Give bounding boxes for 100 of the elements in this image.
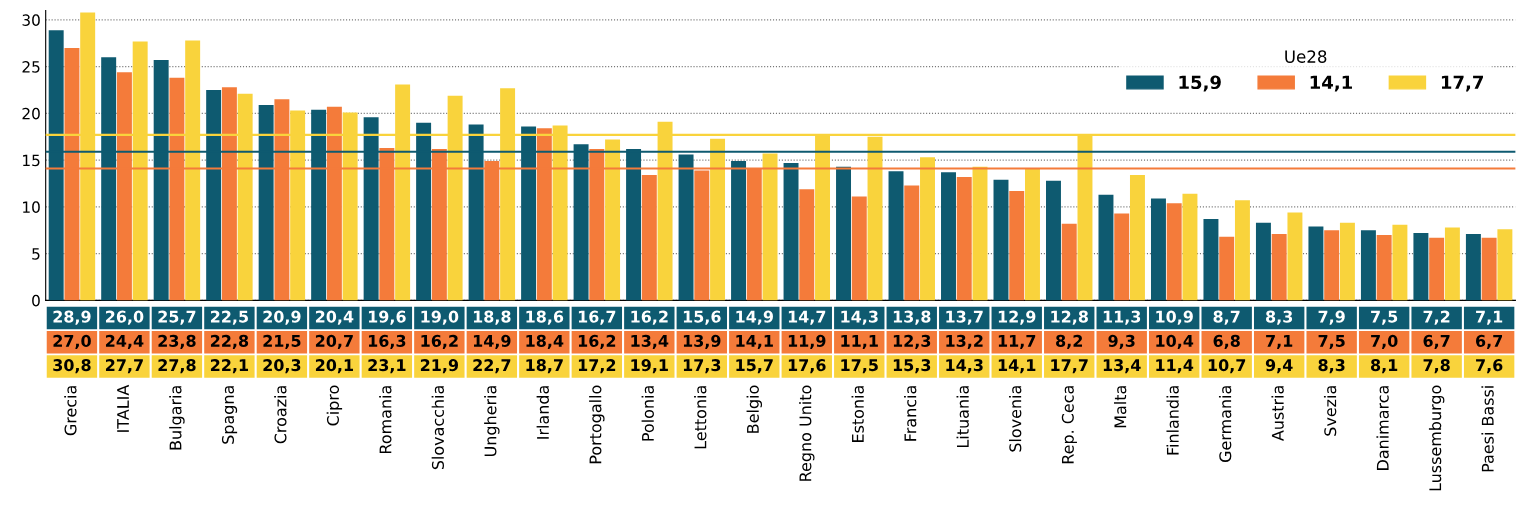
x-tick-label: Finlandia bbox=[1166, 386, 1179, 455]
data-label: 16,3 bbox=[368, 334, 406, 349]
data-label: 16,2 bbox=[421, 334, 458, 349]
x-tick-label: Svezia bbox=[1323, 386, 1337, 436]
bar bbox=[904, 185, 920, 301]
data-label: 30,8 bbox=[53, 359, 91, 374]
x-tick-label: Croazia bbox=[274, 386, 287, 444]
data-label: 13,2 bbox=[946, 334, 983, 349]
data-label: 24,4 bbox=[105, 334, 144, 349]
bar bbox=[1025, 168, 1040, 301]
data-label: 14,1 bbox=[998, 359, 1036, 374]
bar bbox=[1324, 230, 1340, 301]
data-label: 6,7 bbox=[1423, 334, 1450, 349]
data-label: 14,7 bbox=[788, 310, 826, 325]
y-tick-label: 15 bbox=[23, 154, 40, 167]
data-label: 22,1 bbox=[210, 359, 249, 374]
bar bbox=[1046, 180, 1061, 301]
bar bbox=[956, 176, 972, 301]
data-label: 18,6 bbox=[526, 310, 564, 325]
data-label: 8,7 bbox=[1213, 310, 1240, 325]
data-label: 11,3 bbox=[1103, 310, 1141, 325]
bar bbox=[678, 154, 694, 301]
x-tick-label: Regno Unito bbox=[799, 385, 815, 481]
data-label: 10,4 bbox=[1156, 334, 1194, 349]
bar bbox=[1465, 234, 1481, 301]
data-label: 19,0 bbox=[421, 310, 459, 325]
legend-label: 17,7 bbox=[1441, 75, 1483, 92]
bar bbox=[1061, 223, 1077, 301]
legend-label: 15,9 bbox=[1179, 75, 1221, 92]
data-label: 17,6 bbox=[788, 359, 826, 374]
data-label: 14,9 bbox=[473, 334, 511, 349]
data-label: 13,7 bbox=[946, 310, 983, 325]
data-label: 18,8 bbox=[473, 310, 511, 325]
data-label: 25,7 bbox=[158, 310, 196, 325]
data-label: 13,9 bbox=[683, 334, 721, 349]
x-tick-label: Lussemburgo bbox=[1428, 385, 1445, 491]
data-label: 18,4 bbox=[526, 334, 564, 349]
x-tick-label: Francia bbox=[904, 386, 917, 441]
data-label: 19,6 bbox=[368, 310, 406, 325]
bar bbox=[1360, 230, 1376, 301]
data-label: 20,7 bbox=[315, 334, 353, 349]
data-label: 17,7 bbox=[1051, 359, 1088, 374]
x-tick-label: Belgio bbox=[746, 385, 763, 433]
data-label: 20,3 bbox=[263, 359, 301, 374]
data-label: 13,8 bbox=[893, 310, 931, 325]
bar bbox=[1009, 191, 1025, 301]
data-label: 20,9 bbox=[263, 310, 301, 325]
data-label: 6,7 bbox=[1475, 334, 1503, 349]
data-label: 15,7 bbox=[736, 359, 773, 374]
bar bbox=[993, 179, 1009, 301]
bar bbox=[920, 157, 935, 301]
x-tick-label: Paesi Bassi bbox=[1481, 386, 1494, 472]
data-label: 7,2 bbox=[1423, 310, 1450, 325]
data-label: 10,7 bbox=[1208, 359, 1246, 374]
x-tick-label: Ungheria bbox=[484, 386, 500, 457]
data-label: 27,8 bbox=[158, 359, 196, 374]
data-label: 10,9 bbox=[1156, 310, 1193, 325]
bar bbox=[731, 161, 747, 301]
x-tick-label: Grecia bbox=[64, 386, 77, 436]
x-tick-label: Slovenia bbox=[1009, 386, 1022, 452]
bar bbox=[1392, 224, 1408, 301]
x-tick-label: Portogallo bbox=[589, 385, 605, 464]
bar bbox=[972, 166, 988, 301]
x-tick-label: Rep. Ceca bbox=[1061, 386, 1077, 464]
x-tick-label: Malta bbox=[1113, 386, 1127, 428]
bar bbox=[710, 138, 726, 301]
bar bbox=[1444, 227, 1460, 301]
data-label: 18,7 bbox=[526, 359, 563, 374]
x-tick-label: Estonia bbox=[851, 386, 864, 442]
data-label: 14,3 bbox=[946, 359, 983, 374]
data-label: 27,0 bbox=[53, 334, 91, 349]
x-tick-label: Bulgaria bbox=[169, 386, 185, 450]
bar bbox=[1234, 200, 1250, 301]
x-tick-label: Cipro bbox=[326, 385, 343, 426]
bar bbox=[1114, 213, 1130, 301]
bar bbox=[1150, 198, 1166, 301]
x-tick-label: Slovacchia bbox=[431, 386, 444, 470]
data-label: 16,2 bbox=[578, 334, 616, 349]
x-tick-label: Spagna bbox=[221, 386, 238, 444]
bar bbox=[1255, 222, 1271, 301]
data-label: 19,1 bbox=[631, 359, 668, 374]
data-label: 9,3 bbox=[1108, 334, 1135, 349]
bar bbox=[941, 172, 956, 301]
data-label: 12,3 bbox=[893, 334, 931, 349]
bar bbox=[605, 139, 621, 301]
bar bbox=[1166, 203, 1182, 301]
data-label: 22,8 bbox=[210, 334, 249, 349]
bar bbox=[1376, 234, 1392, 301]
data-label: 21,5 bbox=[263, 334, 301, 349]
legend-label: 14,1 bbox=[1310, 75, 1352, 92]
y-tick-label: 20 bbox=[22, 107, 40, 120]
data-label: 21,9 bbox=[420, 359, 459, 374]
data-label: 20,4 bbox=[315, 310, 354, 325]
data-label: 22,5 bbox=[210, 310, 248, 325]
x-tick-label: Danimarca bbox=[1376, 386, 1389, 470]
bar bbox=[1308, 226, 1324, 301]
y-tick-label: 0 bbox=[32, 294, 40, 307]
data-label: 7,6 bbox=[1476, 359, 1503, 374]
bar bbox=[1497, 229, 1513, 301]
x-tick-label: Irlanda bbox=[536, 386, 549, 439]
